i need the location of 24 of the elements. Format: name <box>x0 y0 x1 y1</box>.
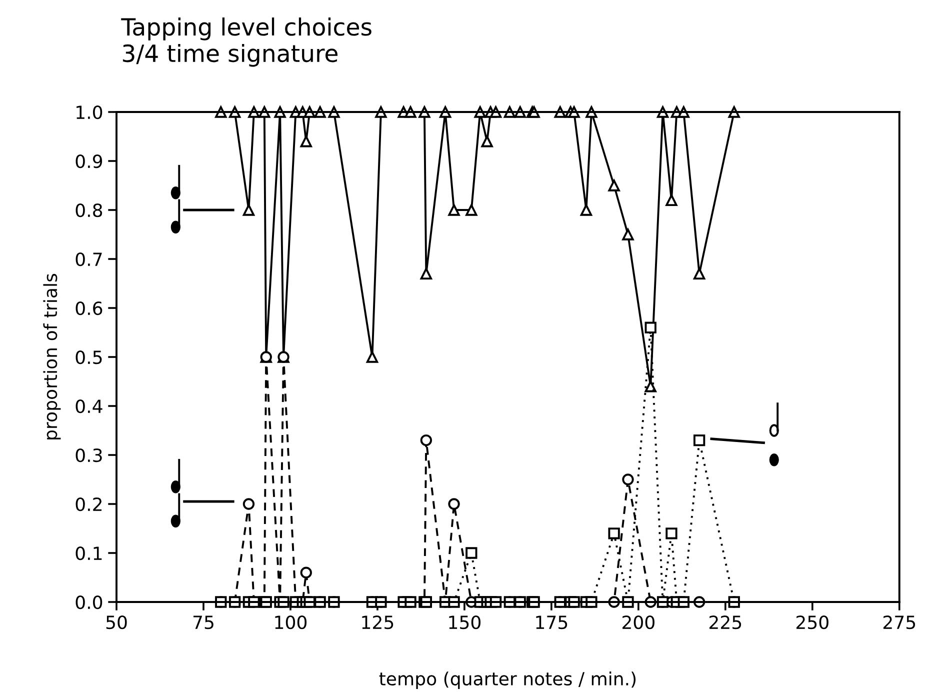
y-tick-label: 0.2 <box>76 497 102 512</box>
y-tick-label: 0.3 <box>76 448 102 462</box>
x-tick-label: 250 <box>796 616 828 630</box>
x-tick-label: 200 <box>622 616 654 630</box>
x-tick-label: 50 <box>106 616 127 630</box>
x-tick-label: 75 <box>193 616 214 630</box>
y-tick-label: 0.7 <box>76 252 102 266</box>
y-axis-title: proportion of trials <box>43 274 61 440</box>
y-tick-label: 0.6 <box>76 301 102 316</box>
x-tick-label: 150 <box>449 616 480 630</box>
y-tick-label: 0.4 <box>76 399 102 414</box>
y-tick-label: 0.5 <box>76 350 102 364</box>
x-tick-label: 275 <box>883 616 916 630</box>
y-tick-label: 1.0 <box>76 105 102 120</box>
x-tick-label: 225 <box>710 616 742 630</box>
chart-title: Tapping level choices 3/4 time signature <box>121 18 372 67</box>
x-tick-label: 175 <box>536 616 568 630</box>
x-tick-label: 125 <box>362 616 394 630</box>
x-axis-title: tempo (quarter notes / min.) <box>379 672 636 690</box>
x-tick-label: 100 <box>275 616 307 630</box>
y-tick-label: 0.9 <box>76 154 102 168</box>
y-tick-label: 0.0 <box>76 595 102 610</box>
y-tick-label: 0.1 <box>76 546 102 560</box>
y-tick-label: 0.8 <box>76 203 102 218</box>
